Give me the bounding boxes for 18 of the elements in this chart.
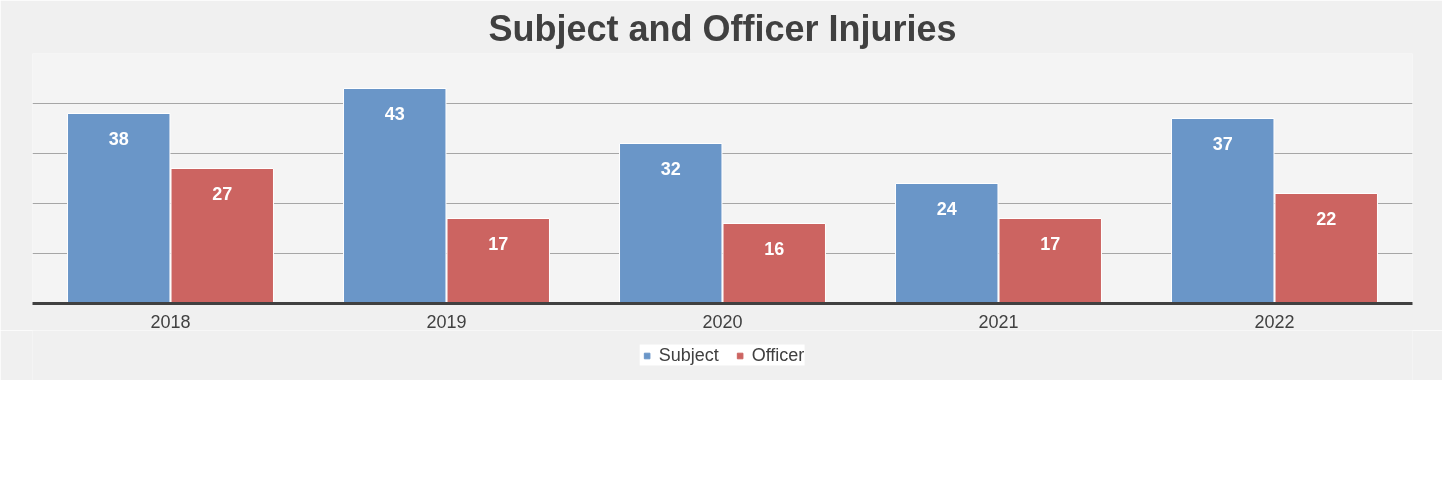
- data-label: 43: [384, 103, 405, 124]
- legend-label: Officer: [751, 344, 805, 366]
- x-tick-label: 2020: [702, 311, 743, 332]
- chart-title: Subject and Officer Injuries: [488, 7, 957, 49]
- data-label: 32: [660, 158, 681, 179]
- data-label: 17: [488, 233, 509, 254]
- data-label: 27: [212, 183, 233, 204]
- x-tick-label: 2018: [150, 311, 191, 332]
- data-label: 22: [1316, 208, 1337, 229]
- x-tick-label: 2021: [978, 311, 1019, 332]
- x-tick-label: 2022: [1254, 311, 1295, 332]
- x-tick-label: 2019: [426, 311, 467, 332]
- data-label: 37: [1212, 133, 1233, 154]
- data-label: 24: [936, 198, 957, 219]
- legend-label: Subject: [658, 344, 719, 366]
- data-label: 17: [1040, 233, 1061, 254]
- data-label: 38: [108, 128, 129, 149]
- data-label: 16: [764, 238, 785, 259]
